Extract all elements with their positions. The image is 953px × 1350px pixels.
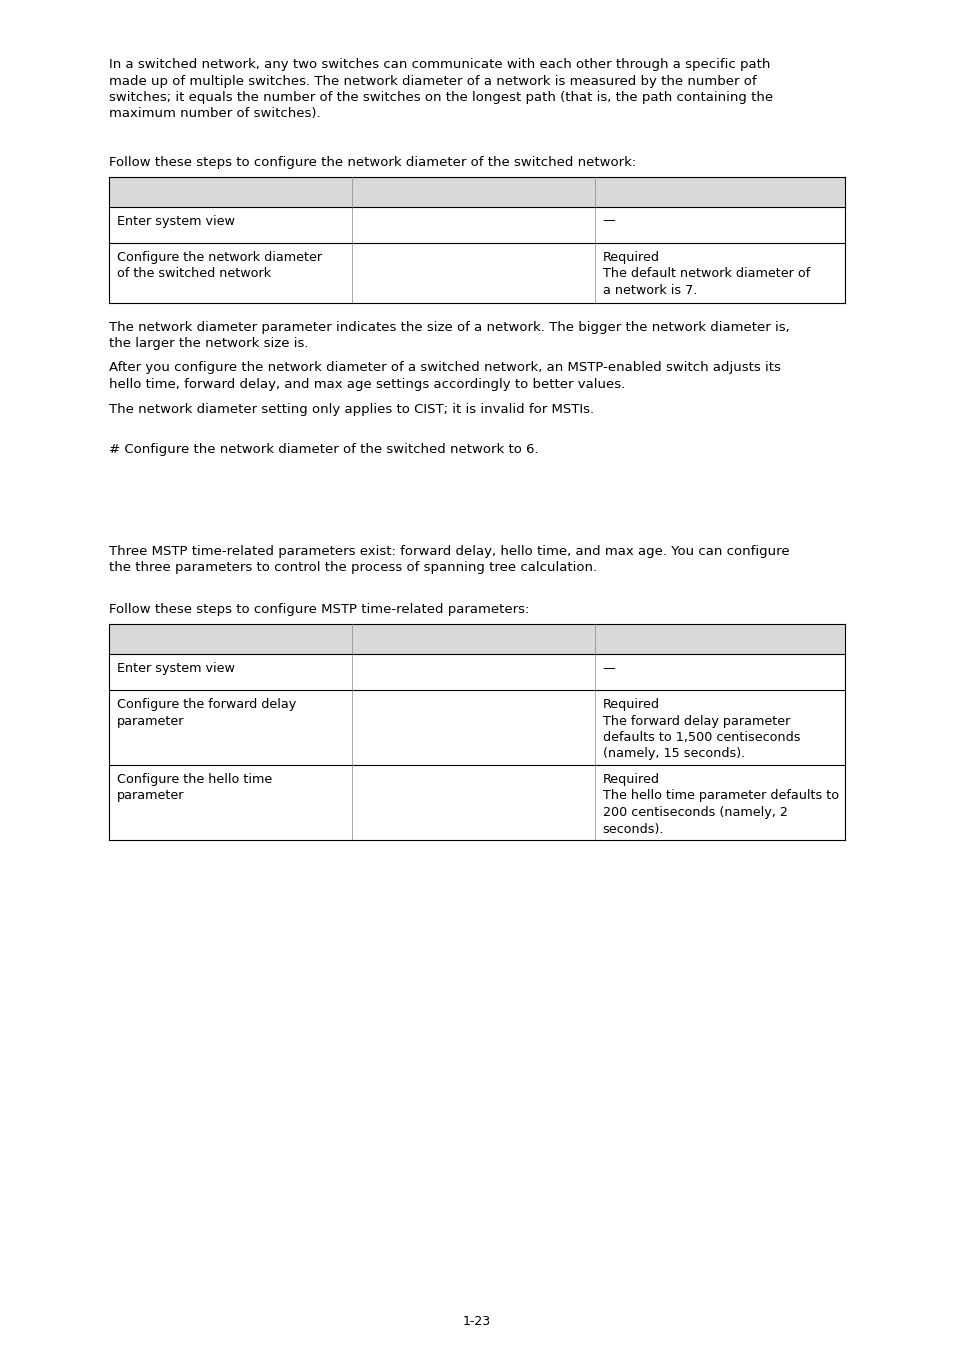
Text: of the switched network: of the switched network (117, 267, 271, 279)
Text: # Configure the network diameter of the switched network to 6.: # Configure the network diameter of the … (109, 443, 538, 456)
Text: The default network diameter of: The default network diameter of (602, 267, 809, 279)
Text: —: — (602, 662, 615, 675)
Text: 200 centiseconds (namely, 2: 200 centiseconds (namely, 2 (602, 806, 787, 819)
Text: parameter: parameter (117, 714, 184, 728)
Text: The network diameter parameter indicates the size of a network. The bigger the n: The network diameter parameter indicates… (109, 320, 789, 333)
Text: hello time, forward delay, and max age settings accordingly to better values.: hello time, forward delay, and max age s… (109, 378, 624, 392)
Text: The forward delay parameter: The forward delay parameter (602, 714, 789, 728)
Text: Configure the hello time: Configure the hello time (117, 774, 272, 786)
Text: maximum number of switches).: maximum number of switches). (109, 108, 320, 120)
Bar (109, 177, 844, 207)
Text: Configure the forward delay: Configure the forward delay (117, 698, 296, 711)
Text: Required: Required (602, 774, 659, 786)
Text: The hello time parameter defaults to: The hello time parameter defaults to (602, 790, 838, 802)
Text: In a switched network, any two switches can communicate with each other through : In a switched network, any two switches … (109, 58, 770, 72)
Text: Configure the network diameter: Configure the network diameter (117, 251, 322, 263)
Text: the three parameters to control the process of spanning tree calculation.: the three parameters to control the proc… (109, 562, 597, 574)
Text: Follow these steps to configure the network diameter of the switched network:: Follow these steps to configure the netw… (109, 157, 636, 169)
Text: (namely, 15 seconds).: (namely, 15 seconds). (602, 748, 744, 760)
Text: Three MSTP time-related parameters exist: forward delay, hello time, and max age: Three MSTP time-related parameters exist… (109, 544, 789, 558)
Text: Required: Required (602, 251, 659, 263)
Text: Follow these steps to configure MSTP time-related parameters:: Follow these steps to configure MSTP tim… (109, 603, 529, 617)
Text: a network is 7.: a network is 7. (602, 284, 697, 297)
Text: made up of multiple switches. The network diameter of a network is measured by t: made up of multiple switches. The networ… (109, 74, 756, 88)
Text: Required: Required (602, 698, 659, 711)
Text: defaults to 1,500 centiseconds: defaults to 1,500 centiseconds (602, 730, 800, 744)
Bar (109, 624, 844, 653)
Text: the larger the network size is.: the larger the network size is. (109, 338, 308, 350)
Text: 1-23: 1-23 (462, 1315, 491, 1328)
Text: Enter system view: Enter system view (117, 662, 234, 675)
Text: seconds).: seconds). (602, 822, 663, 836)
Text: Enter system view: Enter system view (117, 215, 234, 228)
Text: After you configure the network diameter of a switched network, an MSTP-enabled : After you configure the network diameter… (109, 362, 781, 374)
Text: —: — (602, 215, 615, 228)
Text: parameter: parameter (117, 790, 184, 802)
Text: The network diameter setting only applies to CIST; it is invalid for MSTIs.: The network diameter setting only applie… (109, 402, 594, 416)
Text: switches; it equals the number of the switches on the longest path (that is, the: switches; it equals the number of the sw… (109, 90, 772, 104)
